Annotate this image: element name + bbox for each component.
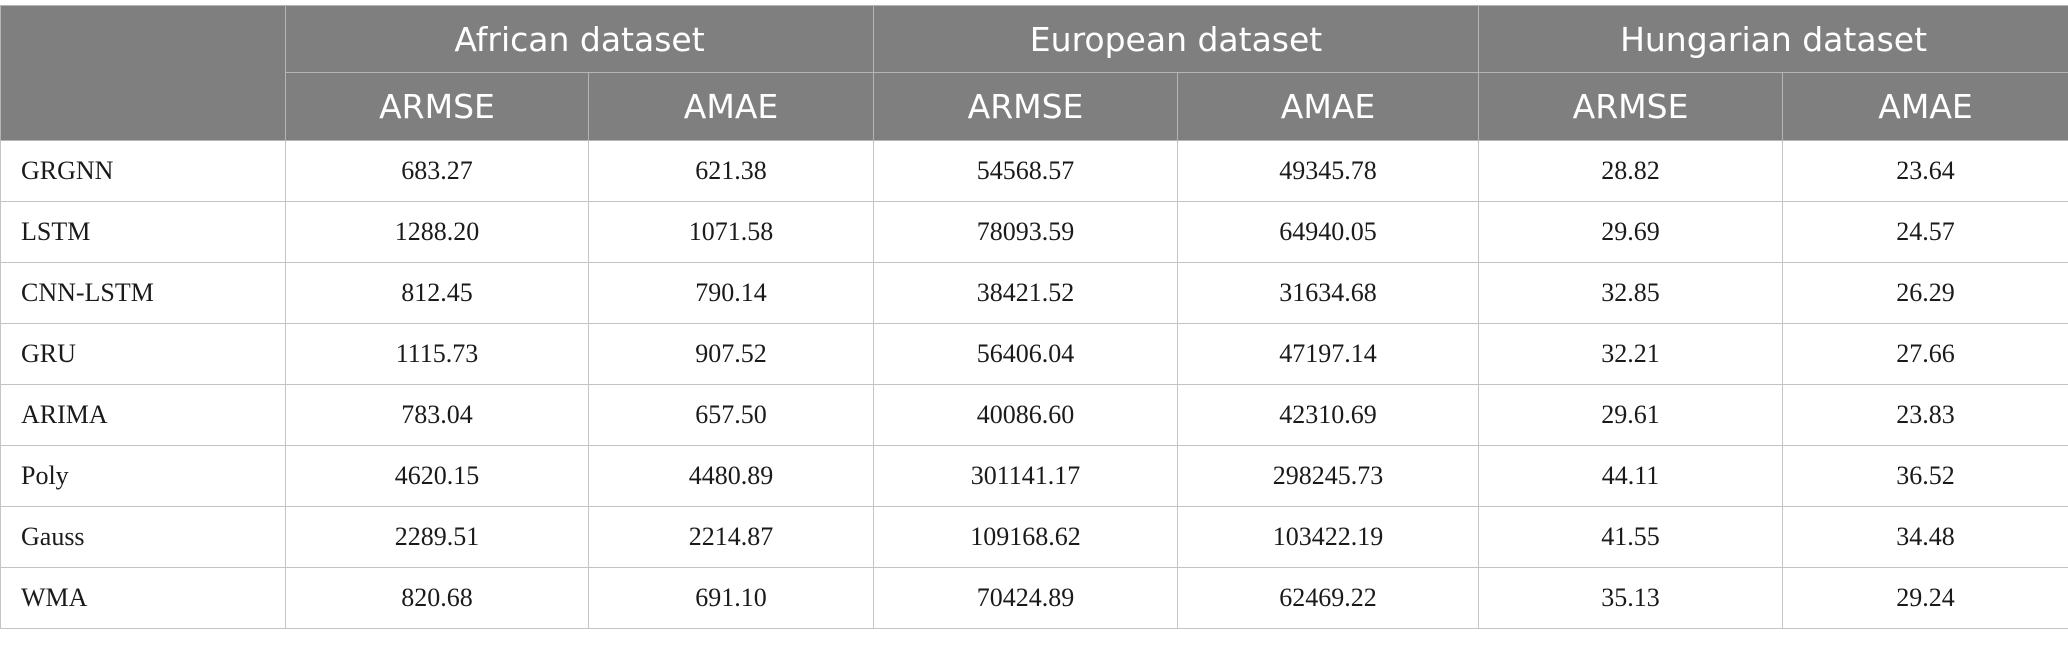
table-row: Gauss 2289.51 2214.87 109168.62 103422.1… [0, 506, 2068, 568]
value-cell: 70424.89 [873, 567, 1179, 629]
value-cell: 29.24 [1782, 567, 2068, 629]
metric-header: AMAE [1177, 72, 1480, 141]
value-cell: 621.38 [587, 140, 875, 202]
value-cell: 38421.52 [873, 262, 1179, 324]
value-cell: 691.10 [587, 567, 875, 629]
value-cell: 907.52 [587, 323, 875, 385]
value-cell: 29.69 [1478, 201, 1784, 263]
value-cell: 28.82 [1478, 140, 1784, 202]
model-name-cell: GRU [0, 323, 286, 385]
value-cell: 820.68 [285, 567, 589, 629]
table-body: GRGNN 683.27 621.38 54568.57 49345.78 28… [0, 140, 2068, 629]
value-cell: 31634.68 [1177, 262, 1480, 324]
value-cell: 27.66 [1782, 323, 2068, 385]
value-cell: 64940.05 [1177, 201, 1480, 263]
table-row: WMA 820.68 691.10 70424.89 62469.22 35.1… [0, 567, 2068, 629]
value-cell: 54568.57 [873, 140, 1179, 202]
value-cell: 56406.04 [873, 323, 1179, 385]
value-cell: 301141.17 [873, 445, 1179, 507]
value-cell: 34.48 [1782, 506, 2068, 568]
model-name-cell: LSTM [0, 201, 286, 263]
model-name-cell: WMA [0, 567, 286, 629]
value-cell: 35.13 [1478, 567, 1784, 629]
value-cell: 23.64 [1782, 140, 2068, 202]
model-name-cell: GRGNN [0, 140, 286, 202]
value-cell: 47197.14 [1177, 323, 1480, 385]
table-row: LSTM 1288.20 1071.58 78093.59 64940.05 2… [0, 201, 2068, 263]
value-cell: 298245.73 [1177, 445, 1480, 507]
metric-header: ARMSE [1478, 72, 1784, 141]
value-cell: 2289.51 [285, 506, 589, 568]
value-cell: 109168.62 [873, 506, 1179, 568]
value-cell: 1288.20 [285, 201, 589, 263]
value-cell: 783.04 [285, 384, 589, 446]
value-cell: 103422.19 [1177, 506, 1480, 568]
results-table: African dataset European dataset Hungari… [0, 5, 2068, 629]
table-header: African dataset European dataset Hungari… [0, 5, 2068, 141]
metric-header: AMAE [1782, 72, 2068, 141]
value-cell: 32.21 [1478, 323, 1784, 385]
dataset-header-row: African dataset European dataset Hungari… [0, 5, 2068, 141]
model-name-cell: ARIMA [0, 384, 286, 446]
value-cell: 1071.58 [587, 201, 875, 263]
value-cell: 26.29 [1782, 262, 2068, 324]
value-cell: 4620.15 [285, 445, 589, 507]
table-row: Poly 4620.15 4480.89 301141.17 298245.73… [0, 445, 2068, 507]
metric-header: ARMSE [873, 72, 1179, 141]
value-cell: 41.55 [1478, 506, 1784, 568]
metric-header: AMAE [587, 72, 875, 141]
value-cell: 36.52 [1782, 445, 2068, 507]
value-cell: 812.45 [285, 262, 589, 324]
value-cell: 683.27 [285, 140, 589, 202]
table-row: ARIMA 783.04 657.50 40086.60 42310.69 29… [0, 384, 2068, 446]
value-cell: 1115.73 [285, 323, 589, 385]
model-name-cell: Gauss [0, 506, 286, 568]
value-cell: 29.61 [1478, 384, 1784, 446]
value-cell: 62469.22 [1177, 567, 1480, 629]
value-cell: 790.14 [587, 262, 875, 324]
model-name-cell: Poly [0, 445, 286, 507]
metric-header: ARMSE [285, 72, 589, 141]
table-row: GRU 1115.73 907.52 56406.04 47197.14 32.… [0, 323, 2068, 385]
value-cell: 44.11 [1478, 445, 1784, 507]
model-name-cell: CNN-LSTM [0, 262, 286, 324]
value-cell: 42310.69 [1177, 384, 1480, 446]
value-cell: 23.83 [1782, 384, 2068, 446]
dataset-header-european: European dataset [873, 5, 1480, 73]
value-cell: 49345.78 [1177, 140, 1480, 202]
value-cell: 78093.59 [873, 201, 1179, 263]
corner-cell [0, 5, 286, 141]
value-cell: 32.85 [1478, 262, 1784, 324]
dataset-header-african: African dataset [284, 5, 875, 73]
value-cell: 40086.60 [873, 384, 1179, 446]
value-cell: 24.57 [1782, 201, 2068, 263]
value-cell: 2214.87 [587, 506, 875, 568]
metric-header-row: ARMSE AMAE ARMSE AMAE ARMSE AMAE [1, 72, 2068, 141]
dataset-header-hungarian: Hungarian dataset [1478, 5, 2068, 73]
table-row: GRGNN 683.27 621.38 54568.57 49345.78 28… [0, 140, 2068, 202]
table-row: CNN-LSTM 812.45 790.14 38421.52 31634.68… [0, 262, 2068, 324]
value-cell: 657.50 [587, 384, 875, 446]
value-cell: 4480.89 [587, 445, 875, 507]
